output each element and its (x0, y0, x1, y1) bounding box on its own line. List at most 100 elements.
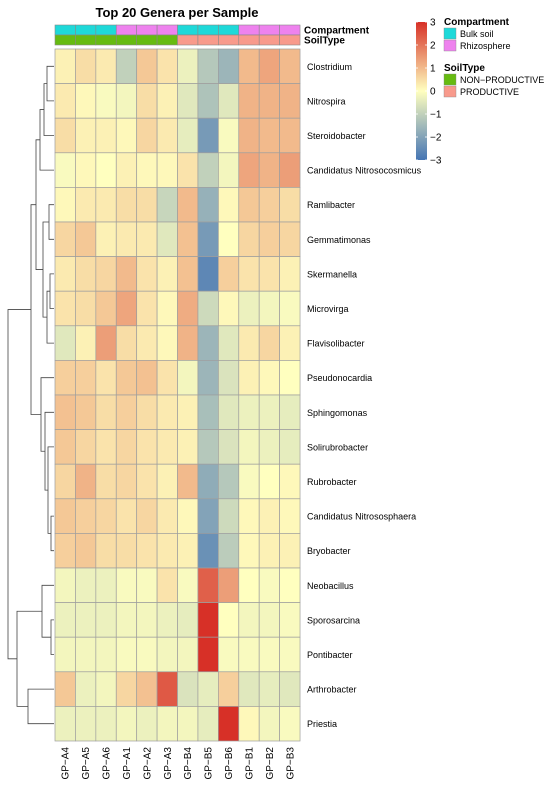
heatmap-cell (156, 394, 178, 430)
heatmap-cell (177, 256, 199, 292)
column-label: GP−A4 (61, 747, 72, 780)
heatmap-cell (95, 463, 117, 500)
heatmap-cell (279, 602, 301, 638)
annotation-cell (54, 24, 76, 36)
heatmap-cell (115, 187, 138, 223)
column-labels: GP−A4 GP−A5 GP−A6 GP−A1 GP−A2 GP−A3 GP−B4 GP−B5… (61, 747, 297, 780)
heatmap-cell (136, 602, 158, 638)
dendrogram-branch (40, 377, 54, 452)
heatmap-cell (156, 83, 178, 119)
heatmap-cell (95, 636, 117, 673)
heatmap-cell (238, 325, 260, 361)
row-label: Flavisolibacter (307, 339, 365, 349)
heatmap-cell (115, 498, 138, 534)
heatmap-cell (95, 533, 117, 569)
row-label: Pontibacter (307, 650, 353, 660)
legend-label: Bulk soil (460, 29, 494, 39)
heatmap-cell (238, 429, 260, 465)
heatmap-cell (218, 498, 240, 534)
dendrogram-branch (48, 204, 54, 240)
heatmap-cell (279, 187, 301, 223)
heatmap-cell (95, 290, 117, 327)
heatmap-cell (279, 48, 301, 84)
dendrogram-branch (16, 610, 42, 707)
heatmap-cell (279, 83, 301, 119)
row-label: Ramlibacter (307, 200, 355, 210)
heatmap-cell (95, 706, 117, 742)
heatmap-cell (95, 567, 117, 603)
heatmap-cell (95, 325, 117, 361)
heatmap-cell (136, 533, 158, 569)
annotation-name: SoilType (304, 36, 345, 47)
annotation-cell (177, 24, 199, 36)
heatmap-cell (218, 636, 240, 673)
dendrogram-branch (46, 65, 54, 102)
heatmap-cell (75, 325, 97, 361)
legend-label: Rhizosphere (460, 41, 511, 51)
scale-tick-label: −3 (430, 156, 442, 167)
heatmap-cell (136, 498, 158, 534)
heatmap-cell (238, 706, 260, 742)
heatmap-cell (136, 325, 158, 361)
heatmap-cell (75, 187, 97, 223)
dendrogram-branch (50, 619, 54, 655)
heatmap-cell (115, 636, 138, 673)
heatmap-cell (54, 325, 76, 361)
heatmap-cell (177, 533, 199, 569)
heatmap-cell (115, 256, 138, 292)
heatmap-cell (258, 463, 280, 500)
heatmap-cell (54, 187, 76, 223)
heatmap-cell (218, 256, 240, 292)
dendrogram-branch (39, 109, 54, 171)
heatmap-cell (156, 187, 178, 223)
dendrogram-branch (46, 290, 54, 344)
heatmap-cell (115, 429, 138, 465)
heatmap-cell (238, 221, 260, 257)
row-label: Gemmatimonas (307, 235, 371, 245)
heatmap-cell (279, 117, 301, 154)
heatmap-cell (238, 360, 260, 396)
dendrogram-branch (49, 273, 54, 309)
heatmap-cell (115, 290, 138, 327)
heatmap-cell (156, 360, 178, 396)
legend-title: Compartment (444, 17, 510, 28)
heatmap-cell (75, 636, 97, 673)
heatmap-cell (238, 671, 260, 707)
heatmap-cell (197, 83, 219, 119)
heatmap-cell (197, 256, 219, 292)
heatmap-cell (115, 83, 138, 119)
heatmap-cell (258, 394, 280, 430)
annotation-cell (136, 24, 158, 36)
annotation-cell (279, 34, 301, 46)
heatmap-cell (279, 463, 301, 500)
scale-tick-label: −1 (430, 110, 442, 121)
heatmap-cell (177, 117, 199, 154)
annotation-cell (218, 34, 240, 46)
annotation-cell (75, 34, 97, 46)
annotation-cell (95, 24, 117, 36)
heatmap-cell (238, 394, 260, 430)
heatmap-cell (238, 290, 260, 327)
heatmap-cell (156, 636, 178, 673)
heatmap-cell (136, 117, 158, 154)
heatmap-cell (258, 152, 280, 188)
heatmap-cell (218, 325, 240, 361)
scale-tick-label: 3 (430, 18, 436, 29)
heatmap-cell (115, 533, 138, 569)
heatmap-cell (197, 671, 219, 707)
heatmap-cell (115, 152, 138, 188)
heatmap-cell (197, 602, 219, 638)
annotation-cell (136, 34, 158, 46)
heatmap-cell (75, 48, 97, 84)
heatmap-cell (136, 394, 158, 430)
legend-title: SoilType (444, 63, 485, 74)
column-label: GP−A5 (81, 747, 92, 780)
heatmap-cell (75, 290, 97, 327)
heatmap-cell (136, 429, 158, 465)
heatmap-cell (258, 429, 280, 465)
column-label: GP−A2 (142, 747, 153, 780)
scale-tick-label: −2 (430, 133, 442, 144)
heatmap-cell (218, 221, 240, 257)
